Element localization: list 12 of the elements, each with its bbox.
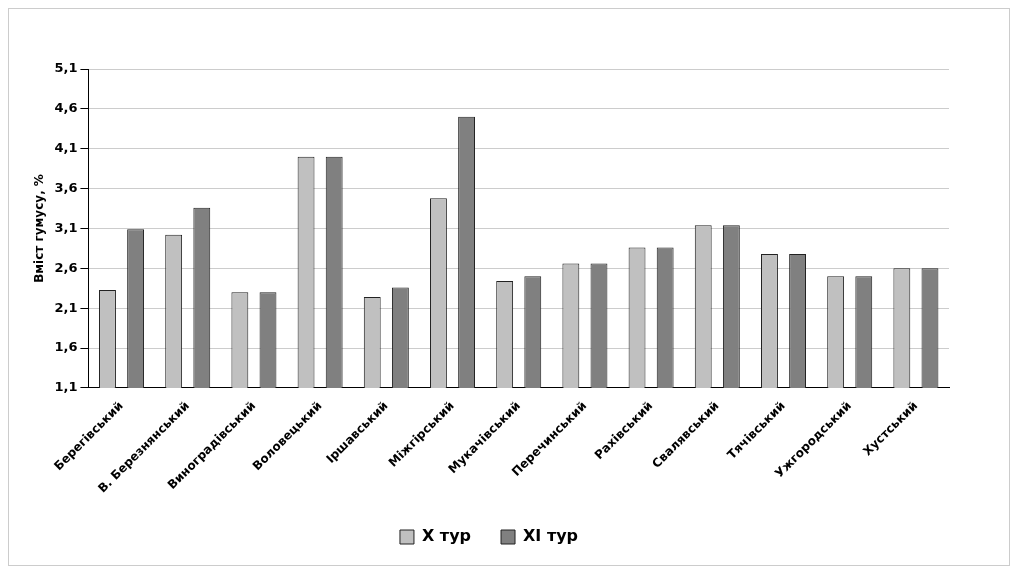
y-tick-label: 2,1: [54, 299, 78, 315]
y-tick-label: 1,1: [54, 379, 78, 395]
y-tick-label: 4,6: [54, 100, 78, 116]
y-tick-label: 5,1: [54, 60, 78, 76]
y-tick-label: 1,6: [54, 339, 78, 355]
y-tick-label: 3,6: [54, 179, 78, 195]
y-tick-label: 4,1: [54, 140, 78, 156]
y-axis-title: Вміст гумусу, %: [32, 174, 47, 283]
legend-label: X тур: [421, 526, 472, 546]
legend-label: XI тур: [523, 526, 579, 546]
y-tick-label: 2,6: [54, 259, 78, 275]
y-tick-label: 3,1: [54, 219, 78, 235]
